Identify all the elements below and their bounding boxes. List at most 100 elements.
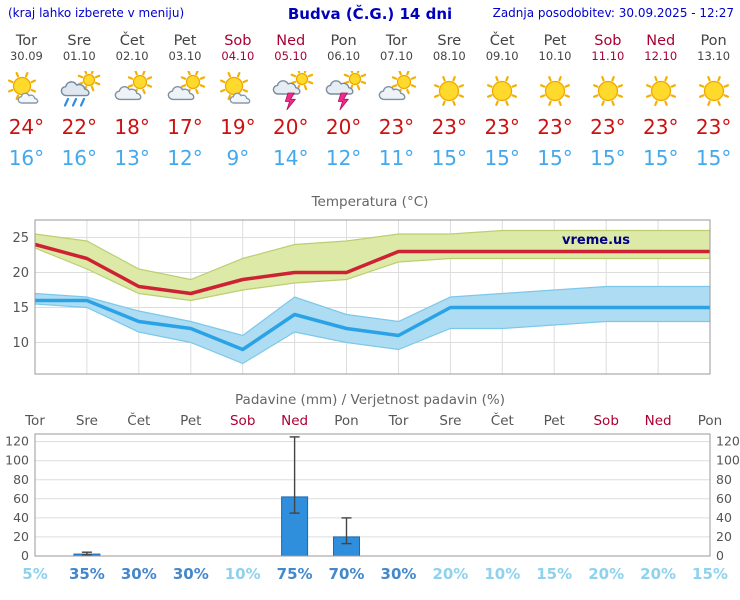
header: Budva (Č.G.) 14 dni (kraj lahko izberete… xyxy=(0,0,740,27)
svg-text:60: 60 xyxy=(716,491,732,506)
day-date: 13.10 xyxy=(697,49,731,63)
temp-min-value: 15° xyxy=(590,146,626,170)
temp-min-value: 12° xyxy=(325,146,362,170)
svg-text:100: 100 xyxy=(5,453,29,468)
svg-text:20%: 20% xyxy=(432,565,468,583)
temp-plot-frame xyxy=(34,219,711,375)
page-title: Budva (Č.G.) 14 dni xyxy=(287,5,453,23)
svg-text:120: 120 xyxy=(5,434,29,449)
day-date: 05.10 xyxy=(274,49,308,63)
cloud-sun-icon xyxy=(159,71,212,111)
svg-text:25: 25 xyxy=(12,231,29,246)
forecast-day-column[interactable]: Čet 02.10 18° 13° xyxy=(106,33,159,174)
precip-plot-frame xyxy=(34,433,711,557)
temp-max-value: 23° xyxy=(695,115,732,139)
precip-y-tick-labels: 0 0 20 20 40 40 60 60 80 80 100 100 120 120 xyxy=(5,434,740,563)
svg-text:0: 0 xyxy=(21,548,29,563)
day-name: Sre xyxy=(437,33,462,49)
forecast-day-column[interactable]: Sre 01.10 22° 16° xyxy=(53,33,106,174)
svg-text:20: 20 xyxy=(716,529,732,544)
svg-text:80: 80 xyxy=(716,472,732,487)
day-name: Ned xyxy=(646,33,676,49)
svg-text:15: 15 xyxy=(12,301,29,316)
temp-max-value: 23° xyxy=(590,115,626,139)
svg-text:40: 40 xyxy=(13,510,29,525)
day-date: 06.10 xyxy=(327,49,361,63)
day-date: 02.10 xyxy=(115,49,149,63)
svg-text:Sre: Sre xyxy=(439,413,461,429)
cloud-sun-icon xyxy=(106,71,159,111)
sunny-icon xyxy=(476,71,529,111)
forecast-day-column[interactable]: Sre 08.10 23° 15° xyxy=(423,33,476,174)
svg-text:100: 100 xyxy=(716,453,740,468)
temp-max-value: 23° xyxy=(378,115,415,139)
svg-text:Čet: Čet xyxy=(491,411,514,429)
day-date: 30.09 xyxy=(9,49,43,63)
temp-min-value: 12° xyxy=(167,146,203,170)
forecast-day-column[interactable]: Ned 05.10 20° 14° xyxy=(264,33,317,174)
temp-max-value: 23° xyxy=(431,115,468,139)
temp-min-value: 16° xyxy=(61,146,98,170)
temp-min-value: 15° xyxy=(537,146,573,170)
day-date: 03.10 xyxy=(168,49,202,63)
menu-hint-text: (kraj lahko izberete v meniju) xyxy=(8,6,185,20)
day-name: Pet xyxy=(543,33,567,49)
temp-y-tick-labels: 10 15 20 25 xyxy=(12,231,29,351)
temp-max-value: 19° xyxy=(220,115,256,139)
svg-text:30%: 30% xyxy=(173,565,209,583)
svg-text:Pet: Pet xyxy=(544,413,565,429)
temp-max-band-upper-edge xyxy=(34,229,710,281)
temp-min-band-lower-edge xyxy=(34,303,710,365)
temp-min-line xyxy=(35,298,710,352)
forecast-day-column[interactable]: Čet 09.10 23° 15° xyxy=(476,33,529,174)
day-date: 08.10 xyxy=(432,49,466,63)
sunny-icon xyxy=(581,71,634,111)
cloud-sun-icon xyxy=(370,71,423,111)
svg-text:60: 60 xyxy=(13,491,29,506)
forecast-day-column[interactable]: Pon 06.10 20° 12° xyxy=(317,33,370,174)
svg-text:30%: 30% xyxy=(121,565,157,583)
svg-text:Tor: Tor xyxy=(388,413,409,429)
svg-text:Ned: Ned xyxy=(281,413,308,429)
temp-max-value: 23° xyxy=(484,115,520,139)
svg-text:Sob: Sob xyxy=(230,413,255,429)
precip-chart-title: Padavine (mm) / Verjetnost padavin (%) xyxy=(235,392,505,408)
svg-text:Pet: Pet xyxy=(180,413,201,429)
precip-probability-labels: 5% 35% 30% 30% 10% 75% 70% 30% 20% 10% 15% 20% 20% 15… xyxy=(22,565,728,583)
temp-min-value: 16° xyxy=(8,146,45,170)
sunny-icon xyxy=(529,71,582,111)
forecast-day-column[interactable]: Pon 13.10 23° 15° xyxy=(687,33,740,174)
day-date: 04.10 xyxy=(221,49,255,63)
forecast-day-column[interactable]: Tor 07.10 23° 11° xyxy=(370,33,423,174)
day-date: 11.10 xyxy=(591,49,625,63)
forecast-day-column[interactable]: Pet 10.10 23° 15° xyxy=(529,33,582,174)
svg-text:Sre: Sre xyxy=(76,413,98,429)
temp-min-band xyxy=(35,286,710,364)
forecast-day-column[interactable]: Sob 11.10 23° 15° xyxy=(581,33,634,174)
forecast-day-column[interactable]: Tor 30.09 24° 16° xyxy=(0,33,53,174)
watermark: vreme.us xyxy=(562,233,630,248)
sun-cloud-icon xyxy=(0,71,53,111)
day-name: Tor xyxy=(15,33,38,49)
svg-text:80: 80 xyxy=(13,472,29,487)
last-update-text: Zadnja posodobitev: 30.09.2025 - 12:27 xyxy=(492,6,734,20)
day-date: 07.10 xyxy=(379,49,413,63)
temp-min-value: 15° xyxy=(695,146,732,170)
temp-min-value: 15° xyxy=(431,146,468,170)
svg-text:Sob: Sob xyxy=(593,413,618,429)
day-date: 01.10 xyxy=(62,49,96,63)
svg-text:15%: 15% xyxy=(692,565,728,583)
svg-text:Tor: Tor xyxy=(24,413,45,429)
precip-whisker xyxy=(289,436,300,514)
svg-text:0: 0 xyxy=(716,548,724,563)
svg-text:20%: 20% xyxy=(640,565,676,583)
forecast-day-column[interactable]: Ned 12.10 23° 15° xyxy=(634,33,687,174)
forecast-day-column[interactable]: Pet 03.10 17° 12° xyxy=(159,33,212,174)
svg-text:Pon: Pon xyxy=(334,413,358,429)
temp-min-value: 15° xyxy=(643,146,679,170)
svg-text:20: 20 xyxy=(12,266,29,281)
forecast-day-column[interactable]: Sob 04.10 19° 9° xyxy=(211,33,264,174)
day-name: Tor xyxy=(385,33,408,49)
sunny-icon xyxy=(687,71,740,111)
